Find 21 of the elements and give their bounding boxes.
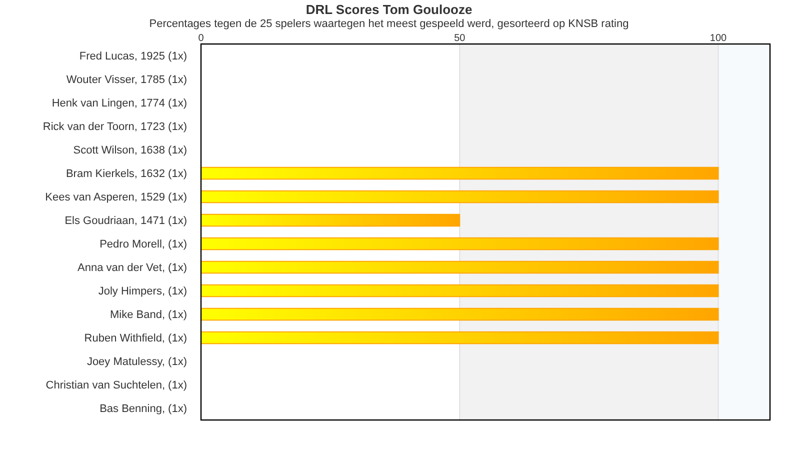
chart-subtitle: Percentages tegen de 25 spelers waartegen het meest gespeeld werd, gesorteerd op KNSB rating xyxy=(149,18,629,30)
y-tick-label: Bas Benning, (1x) xyxy=(100,403,187,416)
x-tick-label: 50 xyxy=(454,33,466,44)
y-tick-label: Henk van Lingen, 1774 (1x) xyxy=(52,98,187,110)
x-tick-label: 100 xyxy=(710,33,728,44)
y-tick-label: Joly Himpers, (1x) xyxy=(98,286,187,298)
y-tick-label: Rick van der Toorn, 1723 (1x) xyxy=(42,121,187,134)
y-tick-label: Kees van Asperen, 1529 (1x) xyxy=(45,192,187,204)
y-tick-label: Anna van der Vet, (1x) xyxy=(78,262,187,274)
y-tick-label: Christian van Suchtelen, (1x) xyxy=(46,380,187,392)
y-tick-label: Pedro Morell, (1x) xyxy=(100,238,187,251)
y-tick-label: Fred Lucas, 1925 (1x) xyxy=(79,50,187,63)
y-tick-label: Joey Matulessy, (1x) xyxy=(86,356,187,368)
y-tick-label: Mike Band, (1x) xyxy=(110,309,187,322)
y-tick-label: Scott Wilson, 1638 (1x) xyxy=(73,144,187,157)
x-tick-label: 0 xyxy=(198,33,204,44)
chart-title: DRL Scores Tom Goulooze xyxy=(306,2,472,17)
y-tick-label: Els Goudriaan, 1471 (1x) xyxy=(64,215,187,228)
y-tick-label: Ruben Withfield, (1x) xyxy=(84,332,187,345)
y-tick-label: Bram Kierkels, 1632 (1x) xyxy=(66,168,187,180)
y-tick-label: Wouter Visser, 1785 (1x) xyxy=(66,74,187,86)
